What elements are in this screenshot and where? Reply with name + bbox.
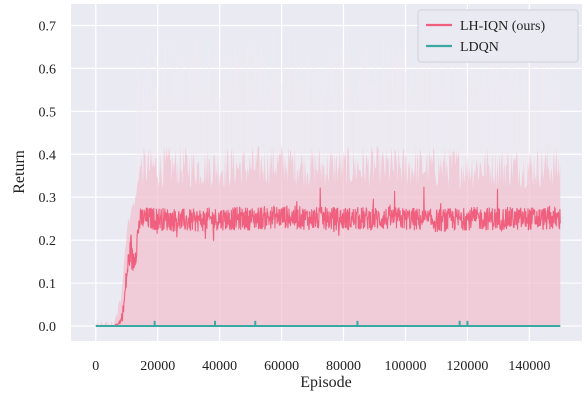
legend-label: LDQN [460,40,499,55]
x-axis-title: Episode [300,374,352,391]
x-tick-label: 20000 [140,359,175,374]
lh-iqn-confidence-band [95,144,561,326]
y-tick-label: 0.7 [39,19,57,34]
legend-label: LH-IQN (ours) [460,19,545,34]
y-tick-label: 0.3 [39,191,57,206]
y-tick-label: 0.4 [39,148,57,163]
y-axis-title: Return [11,150,28,194]
x-tick-label: 120000 [446,359,488,374]
y-tick-label: 0.5 [39,105,57,120]
y-tick-label: 0.6 [39,62,57,77]
y-tick-labels: 0.0 0.1 0.2 0.3 0.4 0.5 0.6 0.7 [39,19,57,335]
x-tick-label: 140000 [508,359,550,374]
series-layer [95,144,561,327]
x-tick-label: 100000 [384,359,426,374]
y-tick-label: 0.2 [39,234,57,249]
legend-box [417,9,579,63]
x-tick-labels: 0 20000 40000 60000 80000 100000 120000 140000 [92,359,550,374]
x-tick-label: 0 [92,359,99,374]
x-tick-label: 80000 [326,359,361,374]
y-tick-label: 0.0 [39,320,57,335]
lh-iqn-line [95,186,561,327]
y-tick-label: 0.1 [39,277,57,292]
x-tick-label: 60000 [264,359,299,374]
legend: LH-IQN (ours) LDQN [417,9,579,63]
x-tick-label: 40000 [202,359,237,374]
